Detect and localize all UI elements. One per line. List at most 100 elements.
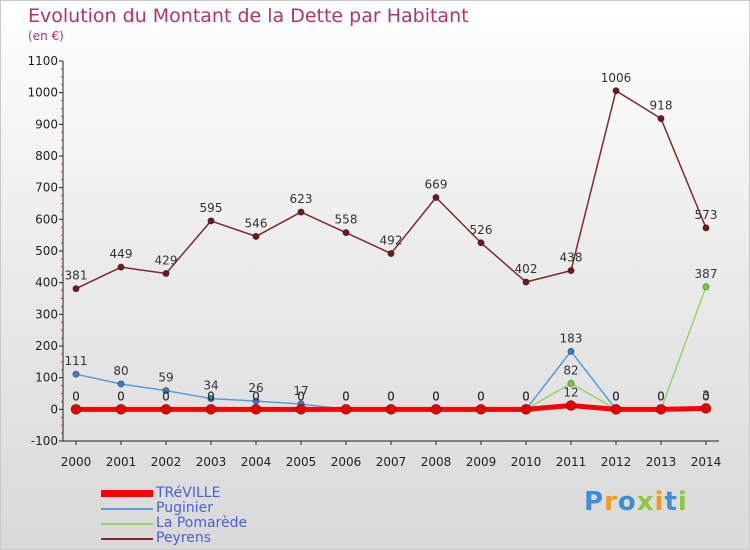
legend-swatch [101,523,153,525]
brand-logo: Proxiti [584,487,688,517]
data-point-tr-ville [385,403,397,415]
data-label-puginier: 17 [293,384,308,398]
data-label-la-pomar-de: 0 [387,389,395,403]
data-label-tr-ville: 0 [342,389,350,403]
data-point-peyrens [342,229,350,237]
data-label-la-pomar-de: 0 [252,389,260,403]
chart-title: Evolution du Montant de la Dette par Hab… [28,5,469,27]
data-label-peyrens: 429 [155,253,178,267]
data-label-tr-ville: 0 [207,389,215,403]
data-point-peyrens [477,239,485,247]
data-point-la-pomar-de [702,283,710,291]
brand-letter: P [584,487,605,517]
data-label-la-pomar-de: 0 [162,389,170,403]
data-label-la-pomar-de: 0 [342,389,350,403]
data-point-puginier [207,394,215,403]
data-label-tr-ville: 0 [162,389,170,403]
data-point-peyrens [657,115,665,123]
data-point-puginier [72,370,80,378]
data-label-la-pomar-de: 82 [563,363,578,377]
y-tick-label: 300 [35,307,58,321]
data-label-puginier: 0 [522,389,530,403]
data-point-tr-ville [205,403,217,415]
y-tick-label: 100 [35,371,58,385]
data-point-peyrens [72,285,80,293]
data-label-peyrens: 669 [425,177,448,191]
data-label-tr-ville: 0 [252,389,260,403]
data-label-puginier: 0 [477,389,485,403]
data-point-peyrens [567,267,575,275]
data-label-tr-ville: 0 [72,389,80,403]
y-tick-label: 1100 [27,54,58,68]
data-point-tr-ville [520,403,532,415]
data-point-peyrens [612,87,620,95]
data-label-peyrens: 402 [515,262,538,276]
data-label-puginier: 34 [203,379,218,393]
data-point-peyrens [432,193,440,202]
data-label-peyrens: 558 [335,213,358,227]
y-tick-label: 500 [35,244,58,258]
data-point-peyrens [252,232,260,241]
y-tick-label: 700 [35,181,58,195]
data-point-peyrens [387,249,395,258]
data-label-puginier: 26 [248,381,263,395]
data-label-peyrens: 1006 [601,71,632,85]
x-tick-label: 2003 [196,455,227,469]
data-label-la-pomar-de: 0 [117,389,125,403]
chart-subtitle: (en €) [28,29,64,43]
brand-letter: o [617,487,637,517]
y-tick-label: -100 [31,434,58,448]
data-point-tr-ville [565,400,577,411]
data-label-peyrens: 381 [65,269,88,283]
brand-letter: i [677,487,688,517]
data-point-peyrens [702,224,710,232]
legend-label: Puginier [156,500,213,516]
x-tick-label: 2011 [556,455,587,469]
data-point-tr-ville [250,403,262,415]
legend-label: TRéVILLE [156,485,221,501]
data-label-la-pomar-de: 0 [477,389,485,403]
data-label-peyrens: 595 [200,201,223,215]
data-point-tr-ville [160,403,172,415]
data-label-la-pomar-de: 0 [207,389,215,403]
data-point-puginier [567,347,575,355]
brand-letter: i [654,487,665,517]
data-label-tr-ville: 0 [522,389,530,403]
x-tick-label: 2001 [106,455,137,469]
data-label-puginier: 0 [657,389,665,403]
legend-swatch [101,508,153,510]
data-label-tr-ville: 0 [117,389,125,403]
data-label-puginier: 0 [432,389,440,403]
x-tick-label: 2009 [466,455,497,469]
x-tick-label: 2010 [511,455,542,469]
data-label-la-pomar-de: 0 [297,389,305,403]
data-label-la-pomar-de: 387 [695,267,718,281]
x-tick-label: 2008 [421,455,452,469]
data-point-peyrens [117,263,125,271]
data-label-puginier: 0 [702,389,710,403]
data-label-la-pomar-de: 0 [432,389,440,403]
legend-swatch [101,538,153,540]
data-label-puginier: 111 [65,354,88,368]
data-label-puginier: 0 [342,389,350,403]
x-tick-label: 2012 [601,455,632,469]
data-label-tr-ville: 0 [612,389,620,403]
data-point-peyrens [522,278,530,286]
y-tick-label: 200 [35,339,58,353]
y-tick-label: 600 [35,212,58,226]
x-tick-label: 2013 [646,455,677,469]
data-point-tr-ville [115,403,127,415]
data-label-peyrens: 623 [290,192,313,206]
data-label-peyrens: 918 [650,99,673,113]
data-label-tr-ville: 0 [657,389,665,403]
data-label-la-pomar-de: 0 [72,389,80,403]
data-point-tr-ville [295,403,307,415]
data-label-tr-ville: 0 [297,389,305,403]
y-tick-label: 1000 [27,86,58,100]
data-point-peyrens [297,208,305,216]
x-tick-label: 2000 [61,455,92,469]
data-point-la-pomar-de [567,379,575,387]
y-tick-label: 900 [35,117,58,131]
data-point-peyrens [162,269,170,278]
data-label-tr-ville: 12 [563,386,578,400]
